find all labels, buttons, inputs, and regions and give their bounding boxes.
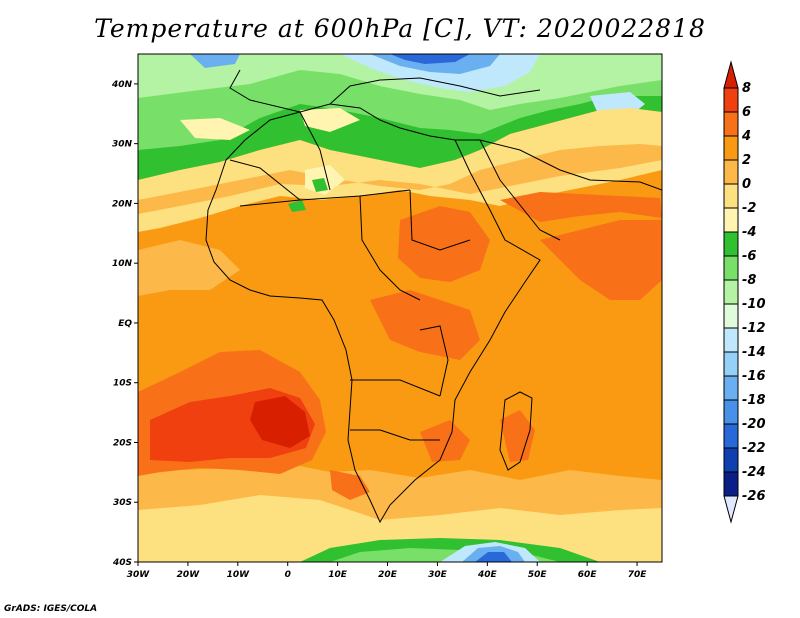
- y-tick-label: 20N: [112, 199, 133, 209]
- colorbar-label: 8: [742, 81, 751, 96]
- y-tick-label: 30N: [112, 140, 133, 150]
- x-tick-label: 0: [285, 570, 291, 580]
- colorbar-swatch: [723, 231, 739, 257]
- colorbar-swatch: [723, 255, 739, 281]
- colorbar-swatch: [723, 351, 739, 377]
- colorbar-swatch: [723, 87, 739, 113]
- colorbar-label: -20: [742, 417, 766, 432]
- colorbar-label: -2: [742, 201, 756, 216]
- colorbar-swatch: [723, 327, 739, 353]
- colorbar-label: -22: [742, 441, 766, 456]
- grads-credit: GrADS: IGES/COLA: [4, 604, 98, 614]
- colorbar-label: -26: [742, 489, 766, 504]
- y-tick-label: 40N: [111, 80, 133, 90]
- x-tick-label: 10W: [227, 570, 251, 580]
- colorbar-swatch: [723, 279, 739, 305]
- colorbar-label: 2: [742, 153, 751, 168]
- colorbar-swatch: [723, 183, 739, 209]
- x-tick-label: 70E: [628, 570, 648, 580]
- y-tick-label: 10S: [113, 379, 132, 389]
- temperature-field: [138, 54, 662, 562]
- colorbar-swatch: [723, 111, 739, 137]
- colorbar-top-arrow: [723, 60, 739, 89]
- x-tick-label: 60E: [578, 570, 598, 580]
- colorbar-legend: 8 6 4 2 0 -2 -4 -6 -8 -10 -12 -14 -16 -18 -20 -22 -24 -26: [723, 60, 766, 524]
- x-tick-label: 30W: [127, 570, 151, 580]
- colorbar-bottom-arrow: [723, 495, 739, 524]
- colorbar-label: -18: [742, 393, 766, 408]
- colorbar-label: 6: [742, 105, 751, 120]
- longitude-axis: 30W 20W 10W 0 10E 20E 30E 40E 50E 60E 70E: [127, 562, 647, 580]
- x-tick-label: 10E: [328, 570, 348, 580]
- x-tick-label: 40E: [477, 570, 498, 580]
- colorbar-label: 0: [742, 177, 751, 192]
- colorbar-swatch: [723, 471, 739, 497]
- map-frame: [137, 53, 663, 563]
- y-tick-label: 30S: [113, 498, 132, 508]
- latitude-axis: 40N 30N 20N 10N EQ 10S 20S 30S 40S: [111, 80, 138, 568]
- colorbar-swatch: [723, 447, 739, 473]
- x-tick-label: 20W: [177, 570, 201, 580]
- colorbar-swatch: [723, 207, 739, 233]
- colorbar-label: 4: [741, 129, 751, 144]
- colorbar-label: -12: [742, 321, 766, 336]
- x-tick-label: 20E: [378, 570, 398, 580]
- colorbar-label: -8: [742, 273, 756, 288]
- coastlines-and-borders: [205, 69, 662, 524]
- x-tick-label: 50E: [528, 570, 548, 580]
- colorbar-label: -4: [742, 225, 756, 240]
- colorbar-label: -6: [742, 249, 756, 264]
- y-tick-label: EQ: [118, 319, 132, 329]
- colorbar-label: -16: [742, 369, 766, 384]
- y-tick-label: 40S: [112, 558, 132, 568]
- colorbar-swatch: [723, 375, 739, 401]
- colorbar-label: -14: [742, 345, 766, 360]
- colorbar-swatch: [723, 399, 739, 425]
- map-title: Temperature at 600hPa [C], VT: 202002281…: [94, 14, 706, 43]
- y-tick-label: 10N: [112, 259, 133, 269]
- colorbar-label: -10: [742, 297, 766, 312]
- colorbar-swatch: [723, 303, 739, 329]
- colorbar-swatch: [723, 159, 739, 185]
- colorbar-swatch: [723, 135, 739, 161]
- colorbar-swatch: [723, 423, 739, 449]
- y-tick-label: 20S: [113, 438, 132, 448]
- colorbar-label: -24: [742, 465, 766, 480]
- x-tick-label: 30E: [428, 570, 448, 580]
